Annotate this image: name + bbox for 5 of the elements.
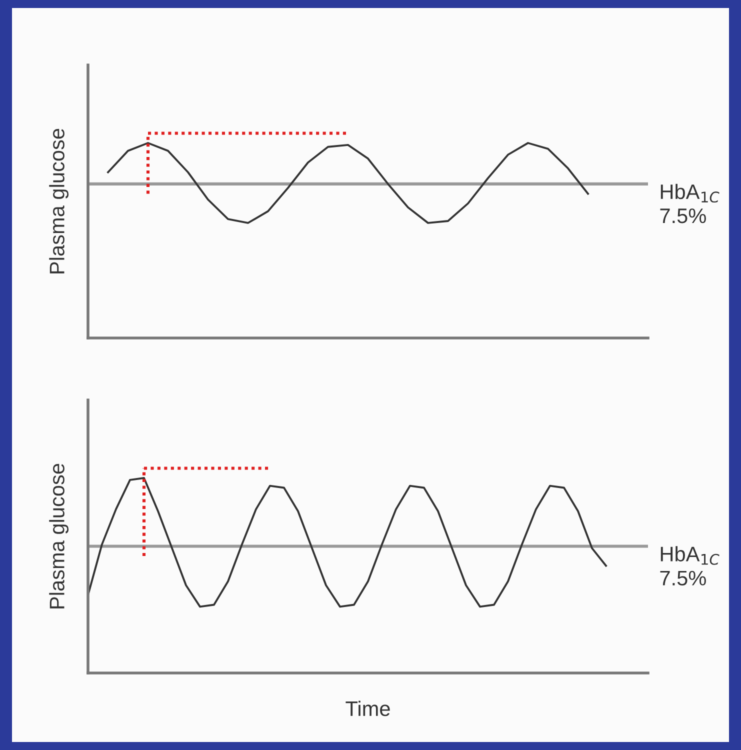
y-axis-title: Plasma glucose bbox=[49, 128, 69, 274]
ref-line-label: HbA$_{1C}$ 7.5% bbox=[660, 546, 720, 586]
ref-line-label: HbA$_{1C}$ 7.5% bbox=[660, 184, 720, 224]
y-axis-title: Plasma glucose bbox=[49, 464, 69, 608]
x-axis-title: Time bbox=[346, 700, 390, 716]
